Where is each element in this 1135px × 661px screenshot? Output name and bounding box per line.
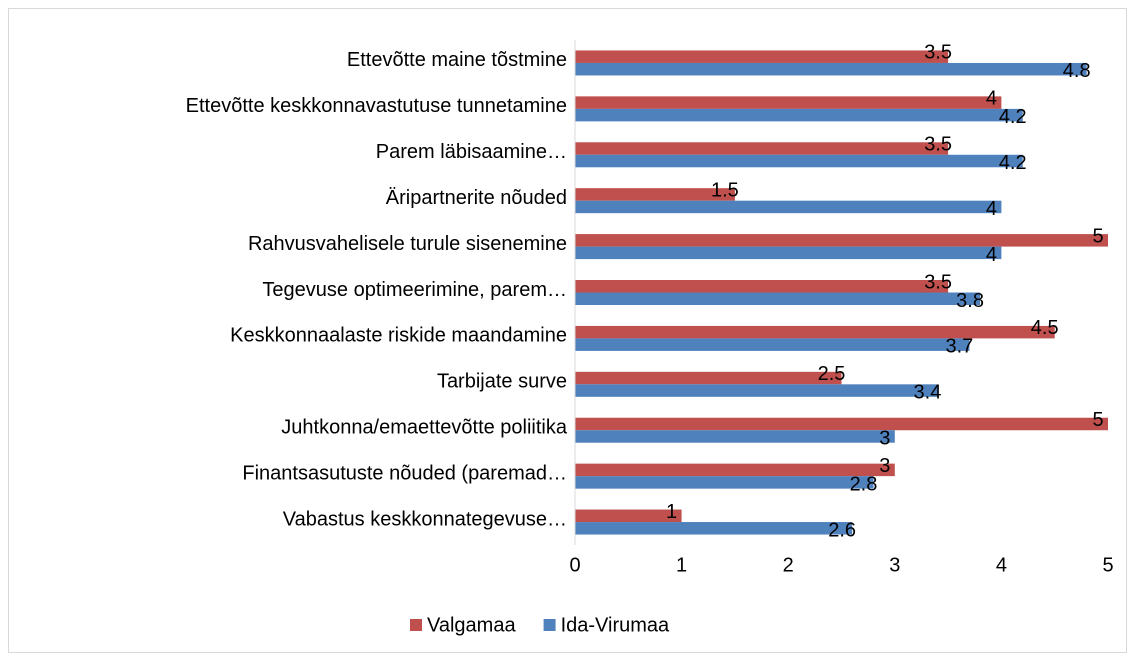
bar [575,200,1002,214]
y-tick-label: Parem läbisaamine… [376,141,567,163]
data-label: 3.5 [924,271,952,293]
y-tick-label: Keskkonnaalaste riskide maandamine [230,325,567,347]
data-label: 4.2 [999,152,1027,174]
bar [575,96,1002,109]
y-tick-label: Rahvusvahelisele turule sisenemine [248,233,567,255]
bar [575,142,949,155]
y-tick-label: Juhtkonna/emaettevõtte poliitika [281,417,568,439]
y-tick-label: Finantsasutuste nõuded (paremad… [242,462,567,484]
data-label: 4 [986,244,997,266]
x-tick-label: 1 [676,554,687,576]
data-label: 3 [879,455,890,477]
y-tick-label: Ettevõtte maine tõstmine [347,49,567,71]
x-tick-label: 3 [889,554,900,576]
data-label: 3.4 [914,382,942,404]
y-tick-label: Vabastus keskkonnategevuse… [283,508,567,530]
data-label: 3.8 [956,290,984,312]
x-tick-label: 5 [1102,554,1113,576]
data-label: 3.5 [924,134,952,156]
bar [575,522,853,535]
y-tick-label: Tegevuse optimeerimine, parem… [262,279,567,301]
bar [575,154,1023,168]
bar [575,430,895,443]
data-label: 3 [879,428,890,450]
legend-swatch [410,619,422,631]
bar [575,371,842,385]
bar [575,417,1108,431]
data-label: 3.7 [946,336,974,358]
y-tick-label: Äripartnerite nõuded [386,187,567,209]
bar [575,463,895,477]
data-label: 5 [1092,225,1103,247]
bar [575,234,1108,247]
data-label: 4.5 [1031,317,1059,339]
y-tick-label: Tarbijate surve [437,371,567,393]
bar [575,50,949,63]
legend-label: Valgamaa [427,614,516,636]
data-label: 5 [1092,409,1103,431]
legend-label: Ida-Virumaa [561,614,670,636]
data-label: 3.5 [924,42,952,64]
data-label: 4 [986,198,997,220]
x-tick-label: 0 [569,554,580,576]
data-label: 1 [666,501,677,523]
bar [575,325,1055,339]
bar [575,246,1002,260]
bar [575,338,970,351]
data-label: 4.2 [999,106,1027,128]
bar [575,280,949,293]
bar [575,62,1087,76]
x-tick-label: 2 [783,554,794,576]
data-label: 2.6 [828,519,856,541]
data-label: 4 [986,88,997,110]
data-label: 1.5 [711,179,739,201]
bar [575,509,682,523]
data-label: 2.5 [818,363,846,385]
legend-swatch [543,619,556,631]
bar [575,108,1023,122]
bar [575,188,735,201]
data-label: 4.8 [1063,60,1091,82]
y-tick-label: Ettevõtte keskkonnavastutuse tunnetamine [186,95,567,117]
x-tick-label: 4 [996,554,1007,576]
bar [575,292,981,305]
bar [575,384,938,397]
data-label: 2.8 [850,473,878,495]
bar [575,476,874,489]
